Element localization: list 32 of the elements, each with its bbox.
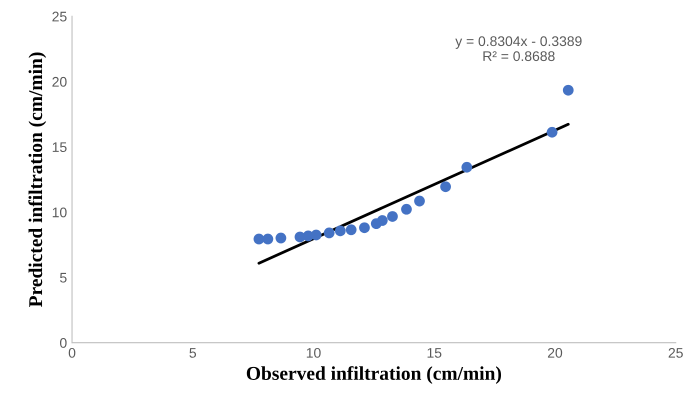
point [376,215,388,226]
x-tick-label: 15 [428,348,442,358]
annotation: R² = 0.8688 [483,51,555,62]
point [334,225,346,236]
y-tick-label: 0 [60,338,67,348]
y-tick-label: 25 [52,12,67,22]
point [254,234,264,244]
x-axis-title: Observed infiltration (cm/min) [246,366,502,384]
point [359,222,370,234]
point [276,232,286,244]
point [324,228,335,238]
point [440,181,451,192]
x-tick-label: 25 [668,348,683,358]
point [401,204,412,215]
y-tick-label: 20 [52,76,67,87]
x-tick-label: 0 [68,348,76,358]
y-tick-label: 10 [52,207,67,218]
y-tick-label: 15 [52,142,67,152]
point [262,234,274,244]
x-tick-label: 10 [306,348,321,358]
y-tick-label: 5 [60,272,67,283]
point [387,211,398,222]
point [346,224,357,236]
x-tick-label: 5 [189,348,196,358]
point [414,196,425,206]
annotation: y = 0.8304x - 0.3389 [455,36,582,49]
x-tick-label: 20 [548,348,562,358]
point [310,230,322,240]
y-axis-title: Predicted infiltration (cm/min) [28,52,46,307]
point [461,162,472,173]
point [562,84,574,96]
point [546,126,558,138]
